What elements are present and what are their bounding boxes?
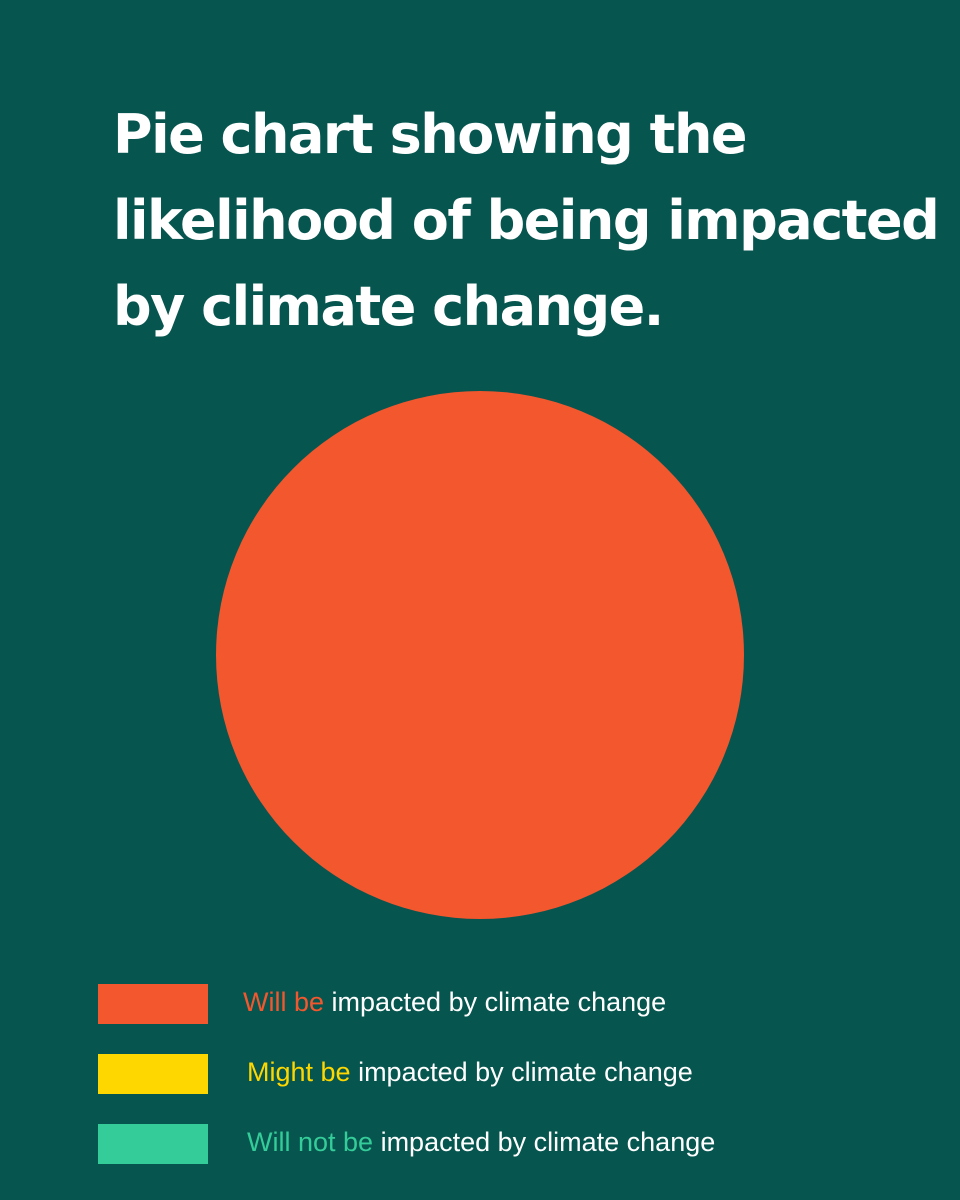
legend-item-will-not-be: Will not be impacted by climate change <box>98 1124 898 1164</box>
legend-swatch-will-not-be <box>98 1124 208 1164</box>
chart-title: Pie chart showing the likelihood of bein… <box>113 92 940 350</box>
chart-legend: Will be impacted by climate change Might… <box>98 984 898 1194</box>
legend-label-might-be: Might be impacted by climate change <box>247 1056 693 1088</box>
legend-item-will-be: Will be impacted by climate change <box>98 984 898 1024</box>
legend-swatch-will-be <box>98 984 208 1024</box>
legend-swatch-might-be <box>98 1054 208 1094</box>
legend-item-might-be: Might be impacted by climate change <box>98 1054 898 1094</box>
chart-title-line-3: by climate change. <box>113 275 664 338</box>
pie-slice-0 <box>216 391 744 919</box>
legend-highlight-will-be: Will be <box>243 987 325 1017</box>
legend-text-will-be: impacted by climate change <box>324 987 667 1017</box>
legend-highlight-might-be: Might be <box>247 1057 351 1087</box>
legend-label-will-be: Will be impacted by climate change <box>243 986 666 1018</box>
legend-label-will-not-be: Will not be impacted by climate change <box>247 1126 715 1158</box>
legend-text-will-not-be: impacted by climate change <box>373 1127 716 1157</box>
legend-text-might-be: impacted by climate change <box>350 1057 693 1087</box>
legend-highlight-will-not-be: Will not be <box>247 1127 374 1157</box>
chart-title-line-1: Pie chart showing the <box>113 103 748 166</box>
chart-title-line-2: likelihood of being impacted <box>113 189 940 252</box>
